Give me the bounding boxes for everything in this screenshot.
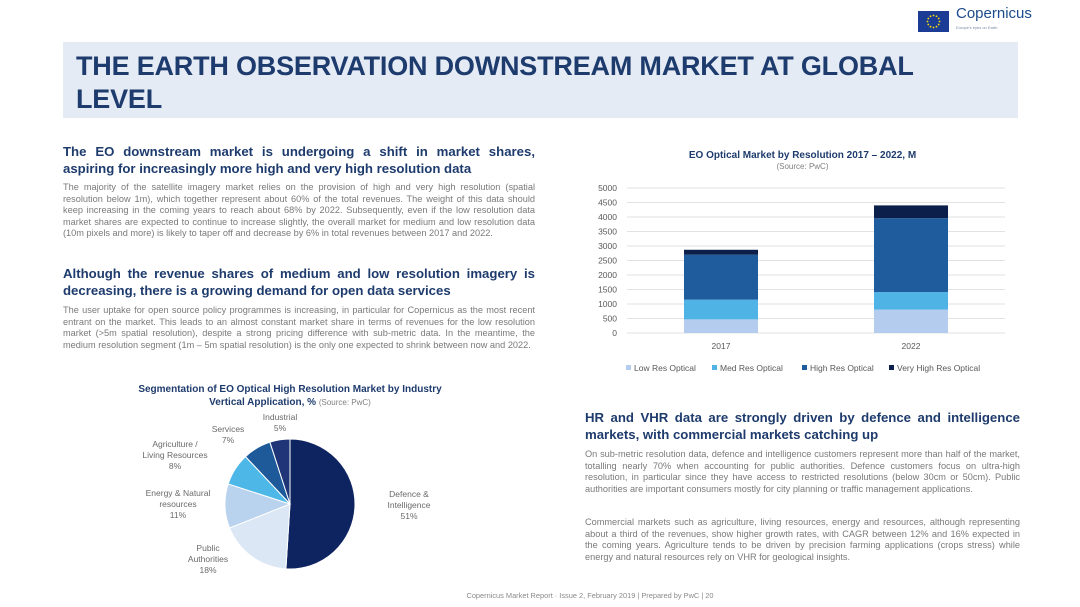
eu-flag-icon (918, 10, 949, 32)
bar-segment (684, 254, 758, 300)
legend-label: Very High Res Optical (897, 363, 980, 373)
section-heading-hr-vhr: HR and VHR data are strongly driven by d… (585, 410, 1020, 442)
legend-label: Med Res Optical (720, 363, 783, 373)
y-tick-label: 2000 (598, 270, 617, 280)
pie-slice (285, 438, 356, 570)
section-heading-shift: The EO downstream market is undergoing a… (63, 144, 535, 176)
y-tick-label: 500 (603, 314, 617, 324)
bar-segment (874, 205, 948, 219)
y-tick-label: 2500 (598, 256, 617, 266)
bar-segment (874, 218, 948, 293)
bar-segment (684, 299, 758, 320)
pie-label: Energy & Natural resources 11% (146, 488, 211, 520)
section-heading-open-data: Although the revenue shares of medium an… (63, 266, 535, 298)
bar-chart-source: (Source: PwC) (776, 162, 829, 171)
pie-chart: Defence & Intelligence 51% Public Authoritie… (142, 412, 430, 575)
bar-segment (874, 292, 948, 310)
title-banner: THE EARTH OBSERVATION DOWNSTREAM MARKET … (63, 42, 1018, 118)
y-tick-label: 3500 (598, 227, 617, 237)
legend-swatch (626, 365, 631, 370)
x-tick-label: 2017 (712, 341, 731, 351)
y-tick-label: 1000 (598, 299, 617, 309)
bar-segment (684, 249, 758, 255)
legend-swatch (712, 365, 717, 370)
bar-chart: 0 500 1000 1500 2000 2500 3000 3500 4000 4500 5000… (598, 183, 1005, 373)
paragraph-user-uptake: The user uptake for open source policy p… (63, 305, 535, 350)
legend-label: Low Res Optical (634, 363, 696, 373)
paragraph-commercial-markets: Commercial markets such as agriculture, … (585, 517, 1020, 562)
page-title: THE EARTH OBSERVATION DOWNSTREAM MARKET … (76, 51, 914, 114)
y-tick-label: 4500 (598, 198, 617, 208)
pie-slice (228, 503, 291, 570)
page-footer: Copernicus Market Report · Issue 2, Febr… (466, 591, 714, 600)
pie-label: Defence & Intelligence 51% (387, 489, 430, 521)
bar-segment (874, 309, 948, 333)
bar-chart-title: EO Optical Market by Resolution 2017 – 2… (688, 150, 917, 161)
pie-title-text: Segmentation of EO Optical High Resoluti… (138, 384, 442, 408)
bar-segment (684, 319, 758, 333)
legend-label: High Res Optical (810, 363, 874, 373)
y-tick-label: 3000 (598, 241, 617, 251)
y-tick-label: 4000 (598, 212, 617, 222)
pie-chart-title: Segmentation of EO Optical High Resoluti… (120, 383, 460, 409)
pie-label: Agriculture / Living Resources 8% (142, 439, 207, 471)
pie-slice (269, 438, 291, 505)
pie-label: Services 7% (212, 424, 245, 445)
pie-source: (Source: PwC) (318, 398, 371, 407)
pie-label: Public Authorities 18% (188, 543, 228, 575)
legend-swatch (802, 365, 807, 370)
paragraph-sub-metric: On sub-metric resolution data, defence a… (585, 449, 1020, 494)
y-tick-label: 1500 (598, 285, 617, 295)
brand-name: Copernicus (956, 5, 1032, 22)
legend-swatch (889, 365, 894, 370)
x-tick-label: 2022 (902, 341, 921, 351)
y-tick-label: 5000 (598, 183, 617, 193)
copernicus-logo: Copernicus Europe's eyes on Earth (918, 5, 1032, 35)
y-tick-label: 0 (612, 328, 617, 338)
brand-tagline: Europe's eyes on Earth (956, 25, 998, 30)
paragraph-market-majority: The majority of the satellite imagery ma… (63, 182, 535, 239)
pie-label: Industrial 5% (263, 412, 298, 433)
